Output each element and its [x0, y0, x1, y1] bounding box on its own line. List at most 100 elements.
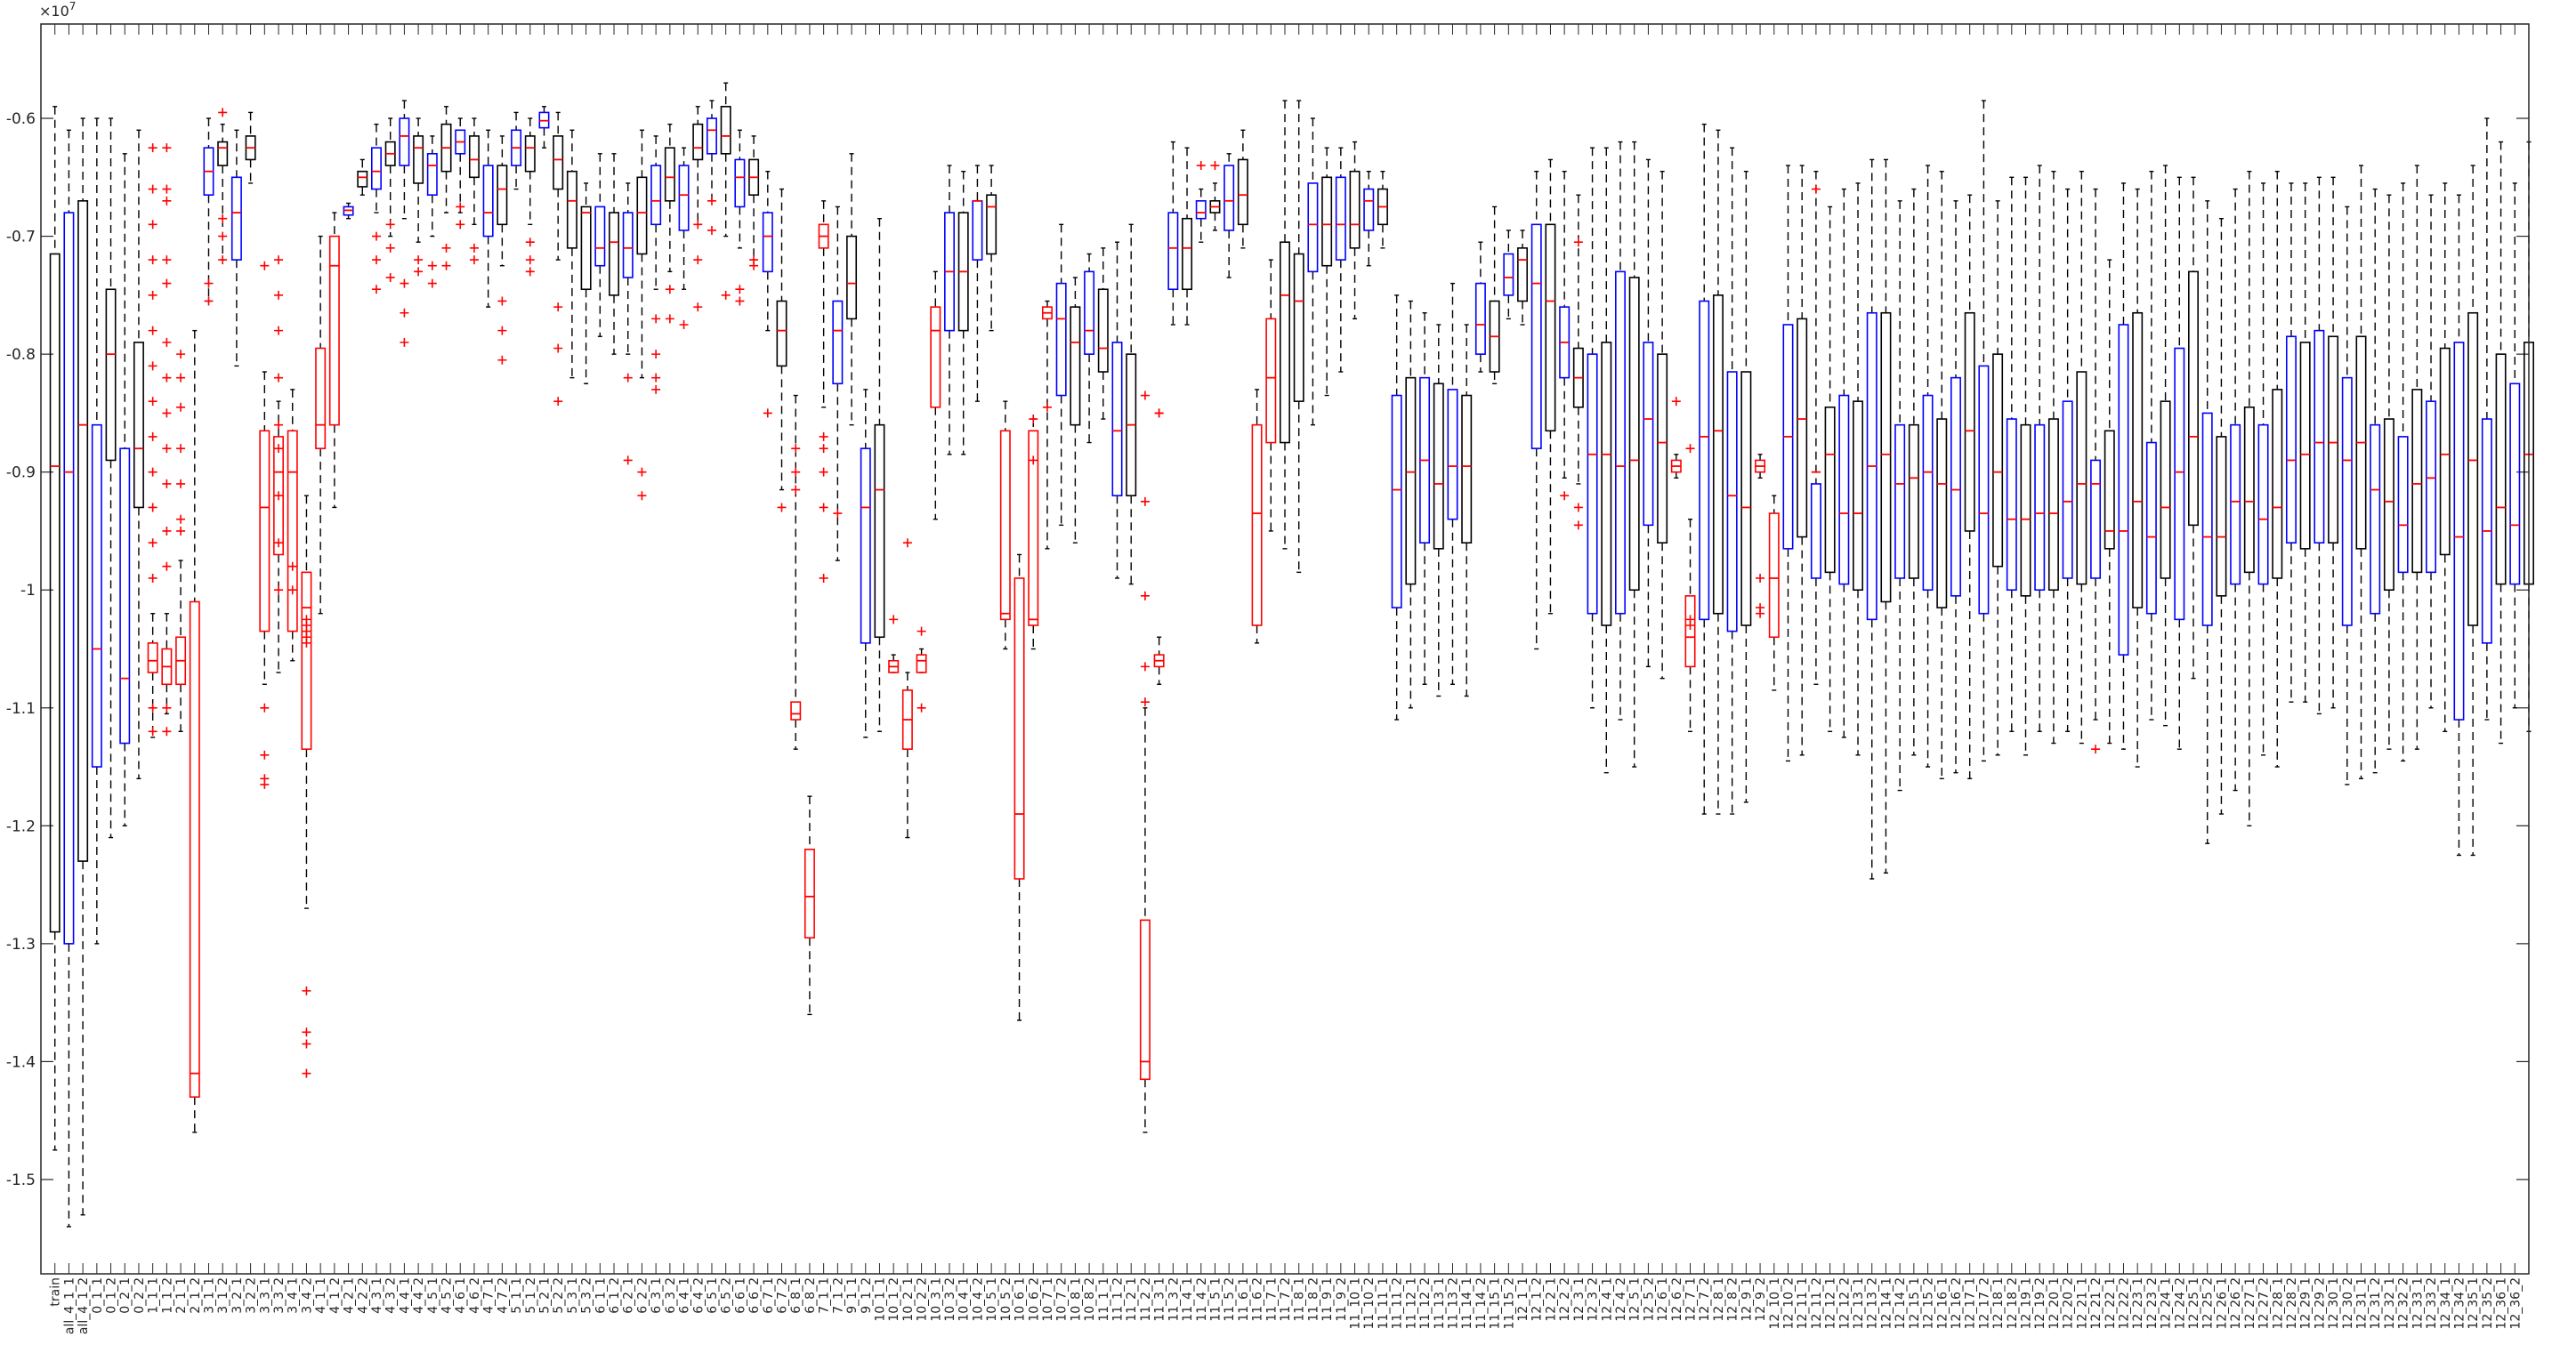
- outlier-marker: [371, 285, 381, 294]
- iqr-box: [999, 430, 1011, 621]
- box-12_34_1: [2439, 182, 2451, 732]
- box-12_21_1: [2076, 170, 2087, 745]
- x-tick-label: all_4_1_2: [77, 1277, 91, 1334]
- box-12_11_1: [1797, 165, 1808, 756]
- outlier-marker: [623, 455, 633, 465]
- box-12_17_1: [1964, 194, 1975, 780]
- x-tick-label: 12_26_2: [2229, 1277, 2243, 1330]
- outlier-marker: [162, 278, 172, 288]
- iqr-box: [2272, 389, 2283, 579]
- x-tick-label: 12_8_2: [1726, 1277, 1740, 1322]
- box-12_33_1: [2411, 165, 2423, 750]
- x-tick-label: 12_24_1: [2160, 1277, 2174, 1330]
- box-12_35_1: [2467, 165, 2479, 857]
- box-11_15_1: [1489, 205, 1500, 384]
- outlier-marker: [260, 779, 270, 789]
- x-tick-label: 11_12_1: [1404, 1277, 1418, 1330]
- x-tick-label: 12_33_2: [2425, 1277, 2439, 1330]
- x-axis-ticks: [54, 24, 2515, 1274]
- outlier-marker: [456, 202, 465, 212]
- outlier-marker: [1671, 397, 1681, 407]
- box-4_1_1: [315, 235, 327, 615]
- box-10_7_1: [1041, 300, 1053, 550]
- x-tick-label: 11_13_1: [1433, 1277, 1447, 1330]
- box-4_3_2: [384, 117, 396, 282]
- box-12_10_1: [1768, 495, 1780, 691]
- box-4_5_2: [440, 106, 452, 270]
- iqr-box: [1335, 176, 1346, 261]
- outlier-marker: [218, 231, 228, 241]
- box-11_15_2: [1503, 230, 1514, 320]
- x-tick-label: 12_16_2: [1950, 1277, 1964, 1330]
- iqr-box: [77, 200, 89, 862]
- iqr-box: [790, 701, 802, 721]
- outlier-marker: [302, 1027, 311, 1037]
- x-tick-label: 12_22_2: [2117, 1277, 2131, 1330]
- iqr-box: [2230, 423, 2241, 585]
- box-3_2_1: [230, 129, 242, 367]
- box-11_4_2: [1195, 161, 1207, 243]
- iqr-box: [1280, 241, 1290, 444]
- box-10_6_2: [1028, 415, 1039, 650]
- outlier-marker: [260, 703, 270, 713]
- box-12_30_1: [2328, 176, 2339, 709]
- box-12_19_1: [2020, 176, 2031, 756]
- box-12_13_2: [1866, 158, 1877, 880]
- outlier-marker: [148, 290, 157, 300]
- x-tick-label: 11_9_1: [1320, 1277, 1335, 1322]
- box-5_2_1: [538, 106, 550, 149]
- x-tick-label: 11_5_2: [1223, 1277, 1237, 1322]
- outlier-marker: [441, 243, 451, 253]
- box-6_4_2: [692, 106, 704, 312]
- box-0_1_2: [105, 117, 117, 839]
- x-tick-label: 12_5_2: [1642, 1277, 1656, 1322]
- x-tick-label: 11_4_2: [1195, 1277, 1209, 1322]
- outlier-marker: [637, 491, 647, 501]
- outlier-marker: [148, 703, 157, 713]
- box-12_25_2: [2201, 200, 2213, 844]
- x-tick-label: 12_13_1: [1852, 1277, 1866, 1330]
- outlier-marker: [623, 373, 633, 383]
- box-12_24_2: [2174, 176, 2185, 750]
- box-1_1_2: [161, 143, 173, 737]
- box-10_1_2: [888, 615, 900, 673]
- iqr-box: [1195, 200, 1207, 220]
- x-tick-label: 10_1_2: [887, 1277, 901, 1322]
- outlier-marker: [679, 319, 689, 329]
- x-tick-label: 12_27_2: [2257, 1277, 2272, 1330]
- iqr-box: [1097, 288, 1109, 373]
- iqr-box: [357, 170, 368, 188]
- x-tick-label: 7_1_2: [831, 1277, 845, 1314]
- x-tick-label: 10_2_1: [901, 1277, 916, 1322]
- outlier-marker: [274, 326, 284, 335]
- box-6_8_1: [790, 394, 802, 750]
- x-tick-label: 12_34_2: [2452, 1277, 2467, 1330]
- box-11_10_2: [1363, 170, 1375, 267]
- box-12_2_1: [1545, 158, 1556, 615]
- outlier-marker: [693, 302, 703, 312]
- x-tick-label: 12_19_2: [2033, 1277, 2047, 1330]
- outlier-marker: [917, 703, 926, 713]
- box-12_3_1: [1572, 194, 1584, 530]
- outlier-marker: [1196, 161, 1206, 171]
- outlier-marker: [819, 444, 828, 454]
- x-tick-label: 12_35_1: [2467, 1277, 2481, 1330]
- iqr-box: [1628, 277, 1640, 592]
- box-3_1_1: [203, 117, 214, 306]
- x-tick-label: 12_33_1: [2410, 1277, 2425, 1330]
- box-11_9_1: [1321, 147, 1333, 397]
- outlier-marker: [162, 727, 172, 737]
- outlier-marker: [148, 143, 157, 153]
- iqr-box: [986, 194, 997, 255]
- x-tick-label: 5_2_2: [552, 1277, 566, 1314]
- box-5_2_2: [553, 111, 564, 407]
- box-12_32_2: [2397, 182, 2409, 762]
- box-12_30_2: [2341, 205, 2353, 785]
- x-tick-label: 12_22_1: [2104, 1277, 2118, 1330]
- box-10_8_2: [1084, 253, 1095, 444]
- iqr-box: [664, 147, 675, 202]
- iqr-box: [1838, 394, 1850, 585]
- iqr-box: [1447, 389, 1458, 520]
- box-11_2_2: [1139, 391, 1151, 1133]
